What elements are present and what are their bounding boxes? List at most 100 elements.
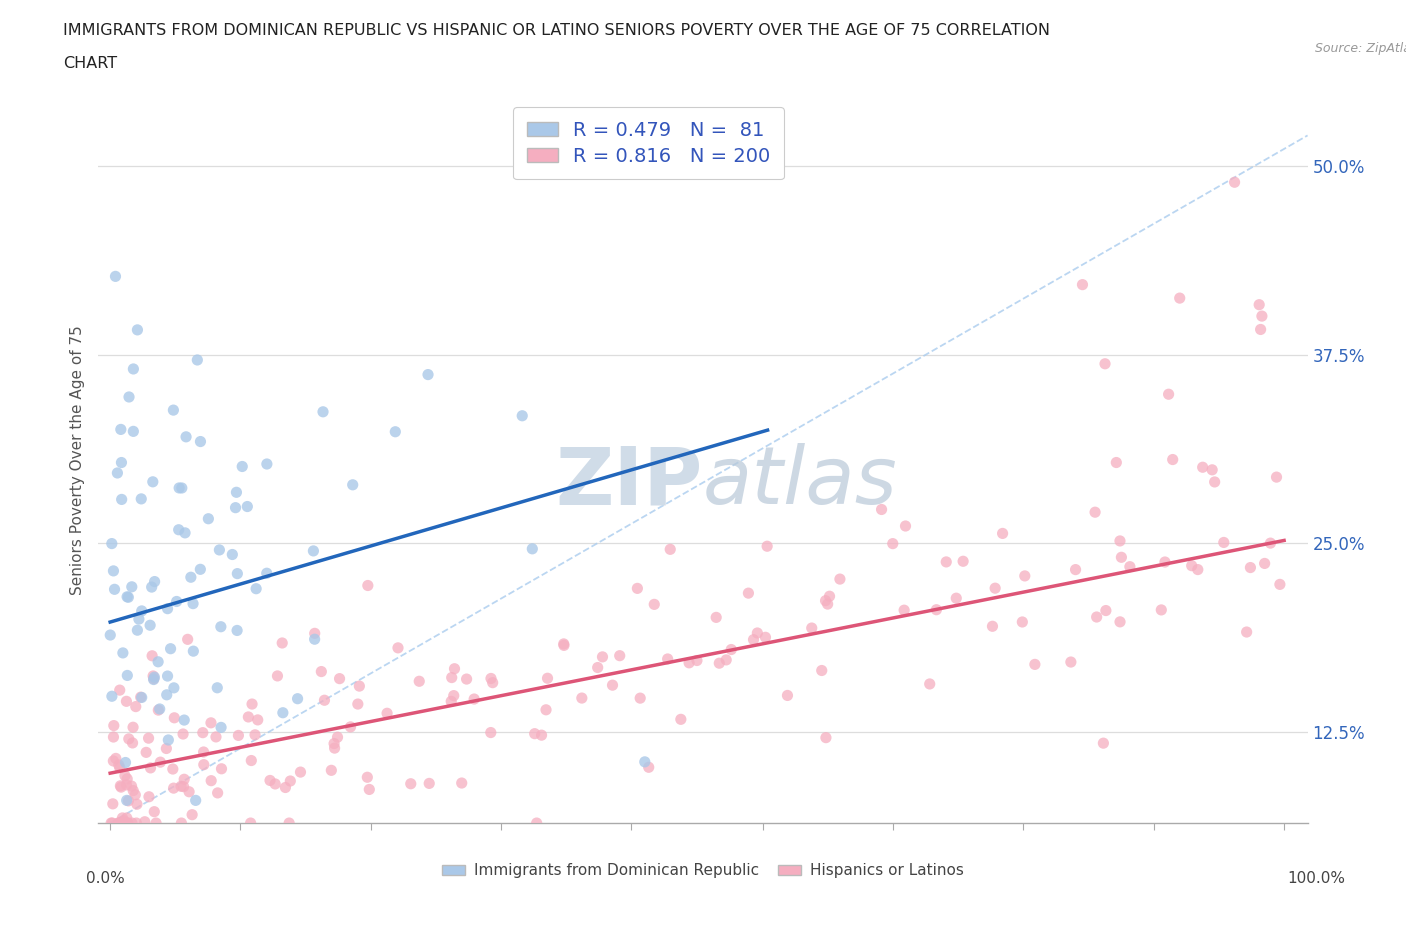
Point bbox=[553, 638, 575, 653]
Point bbox=[1071, 277, 1094, 292]
Point bbox=[209, 619, 232, 634]
Point bbox=[115, 816, 138, 830]
Point bbox=[686, 653, 709, 668]
Point bbox=[1191, 459, 1213, 474]
Point bbox=[115, 811, 138, 826]
Point bbox=[481, 675, 503, 690]
Point bbox=[148, 703, 170, 718]
Point bbox=[142, 474, 165, 489]
Point bbox=[207, 681, 229, 696]
Point bbox=[162, 403, 184, 418]
Point bbox=[264, 777, 287, 791]
Point bbox=[156, 669, 179, 684]
Point bbox=[141, 648, 163, 663]
Point bbox=[110, 422, 132, 437]
Point bbox=[110, 816, 132, 830]
Point bbox=[571, 691, 593, 706]
Point bbox=[479, 725, 502, 740]
Point bbox=[1201, 462, 1223, 477]
Text: 0.0%: 0.0% bbox=[86, 871, 125, 886]
Point bbox=[399, 777, 422, 791]
Point bbox=[359, 782, 381, 797]
Point bbox=[240, 697, 263, 711]
Text: atlas: atlas bbox=[703, 443, 898, 521]
Point bbox=[384, 424, 406, 439]
Point bbox=[143, 574, 166, 589]
Point bbox=[1187, 562, 1209, 577]
Point bbox=[945, 591, 967, 605]
Point bbox=[339, 720, 361, 735]
Point bbox=[323, 737, 346, 751]
Point bbox=[1251, 309, 1274, 324]
Point bbox=[304, 631, 326, 646]
Point bbox=[709, 656, 731, 671]
Point bbox=[349, 679, 371, 694]
Point bbox=[131, 604, 153, 618]
Point bbox=[103, 730, 125, 745]
Point bbox=[141, 579, 163, 594]
Point bbox=[240, 753, 263, 768]
Point bbox=[716, 653, 738, 668]
Point bbox=[127, 323, 149, 338]
Point bbox=[1181, 558, 1204, 573]
Point bbox=[186, 352, 208, 367]
Point bbox=[1064, 562, 1087, 577]
Point bbox=[115, 590, 138, 604]
Point bbox=[1236, 625, 1258, 640]
Point bbox=[239, 816, 262, 830]
Point bbox=[207, 786, 229, 801]
Point bbox=[626, 581, 648, 596]
Point bbox=[183, 644, 205, 658]
Point bbox=[226, 566, 249, 581]
Point bbox=[104, 269, 127, 284]
Point bbox=[111, 816, 134, 830]
Point bbox=[534, 702, 557, 717]
Point bbox=[1253, 556, 1275, 571]
Point bbox=[193, 757, 215, 772]
Point bbox=[870, 502, 893, 517]
Point bbox=[243, 727, 266, 742]
Point bbox=[142, 671, 165, 686]
Point bbox=[101, 796, 124, 811]
Y-axis label: Seniors Poverty Over the Age of 75: Seniors Poverty Over the Age of 75 bbox=[70, 326, 86, 595]
Point bbox=[418, 776, 440, 790]
Point bbox=[387, 641, 409, 656]
Text: Source: ZipAtlas.com: Source: ZipAtlas.com bbox=[1315, 42, 1406, 55]
Point bbox=[103, 718, 125, 733]
Point bbox=[1111, 550, 1133, 565]
Point bbox=[321, 763, 343, 777]
Point bbox=[357, 578, 380, 593]
Point bbox=[256, 565, 278, 580]
Point bbox=[1212, 535, 1234, 550]
Point bbox=[167, 481, 190, 496]
Point bbox=[225, 485, 247, 499]
Point bbox=[108, 683, 131, 698]
Point bbox=[440, 694, 463, 709]
Point bbox=[111, 810, 134, 825]
Point bbox=[117, 668, 139, 683]
Text: CHART: CHART bbox=[63, 56, 117, 71]
Point bbox=[129, 491, 152, 506]
Point bbox=[135, 745, 157, 760]
Point bbox=[142, 669, 165, 684]
Point bbox=[177, 784, 200, 799]
Point bbox=[1119, 559, 1142, 574]
Point bbox=[416, 367, 439, 382]
Point bbox=[290, 764, 312, 779]
Point bbox=[228, 728, 250, 743]
Point bbox=[935, 554, 957, 569]
Point bbox=[122, 424, 145, 439]
Point bbox=[118, 731, 141, 746]
Point bbox=[225, 500, 247, 515]
Point bbox=[1024, 657, 1046, 671]
Point bbox=[463, 692, 485, 707]
Point bbox=[107, 816, 129, 830]
Point bbox=[894, 519, 917, 534]
Point bbox=[208, 542, 231, 557]
Point bbox=[143, 670, 166, 684]
Point bbox=[256, 457, 278, 472]
Point bbox=[125, 797, 148, 812]
Point bbox=[814, 730, 837, 745]
Point bbox=[101, 689, 124, 704]
Point bbox=[184, 793, 207, 808]
